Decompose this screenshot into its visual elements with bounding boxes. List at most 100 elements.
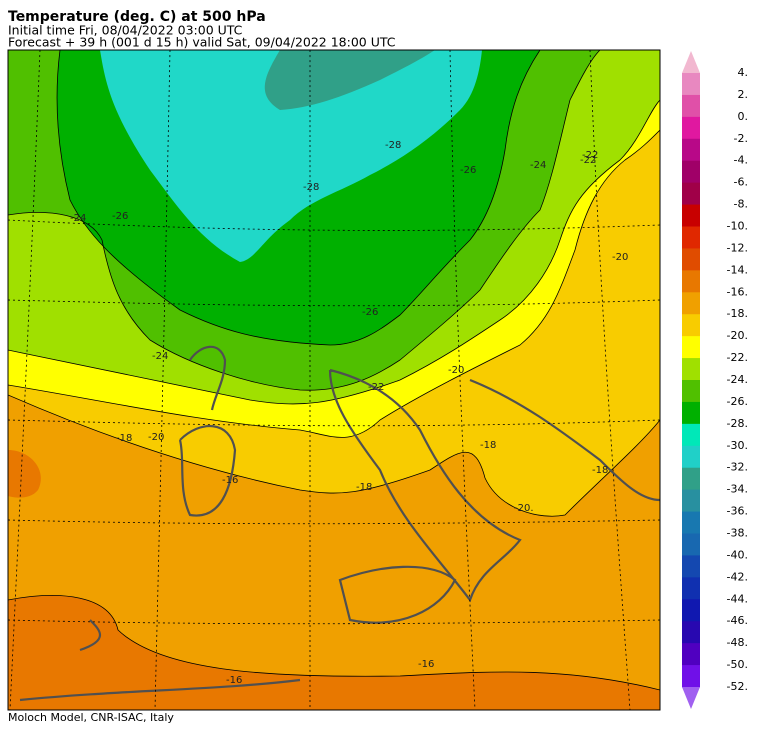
colorbar-cell (682, 380, 700, 403)
colorbar-label: -20. (727, 329, 748, 342)
colorbar-label: -4. (734, 154, 748, 167)
colorbar-tip (682, 687, 700, 709)
colorbar-cell (682, 73, 700, 96)
contour-label: -26 (112, 211, 128, 222)
colorbar-label: -2. (734, 132, 748, 145)
contour-label: -16 (222, 475, 238, 486)
colorbar-cell (682, 401, 700, 425)
contour-label: -18 (480, 440, 496, 451)
colorbar-cell (682, 292, 700, 315)
colorbar-cell (682, 358, 700, 381)
colorbar-cell (682, 160, 700, 184)
colorbar-label: -50. (727, 658, 748, 671)
band (100, 50, 482, 262)
contour-label: -16 (226, 675, 242, 686)
colorbar-label: -6. (734, 176, 748, 189)
contour-label: -16 (418, 659, 434, 670)
colorbar-cell (682, 182, 700, 206)
colorbar-cell (682, 116, 700, 140)
contour-label: -20 (448, 365, 464, 376)
colorbar: 4. 2. 0. -2. -4. -6. -8. -10. -12. -14. -16. -18. -2… (682, 51, 748, 709)
contour-label: -22 (582, 150, 598, 161)
map: -24 -26 -28 -28 -26 -24 -22 -24 -26 -22 … (7, 49, 661, 711)
colorbar-label: -18. (727, 307, 748, 320)
colorbar-label: -42. (727, 570, 748, 583)
contour-label: -26 (362, 307, 378, 318)
colorbar-label: 0. (738, 110, 749, 123)
initial-time: Initial time Fri, 08/04/2022 03:00 UTC (8, 23, 243, 38)
colorbar-cell (682, 94, 700, 118)
colorbar-label: -28. (727, 417, 748, 430)
colorbar-cell (682, 423, 700, 447)
colorbar-cell (682, 577, 700, 600)
colorbar-cell (682, 226, 700, 249)
colorbar-label: -52. (727, 680, 748, 693)
colorbar-label: -24. (727, 373, 748, 386)
contour-label: -24 (152, 351, 168, 362)
contour-label: -18 (116, 433, 132, 444)
band (8, 450, 41, 498)
isoline (8, 50, 601, 391)
band (8, 595, 660, 710)
colorbar-label: 2. (738, 88, 749, 101)
contour-label: -20 (148, 432, 164, 443)
footer: Moloch Model, CNR-ISAC, Italy (8, 711, 174, 724)
isoline (8, 99, 660, 405)
contour-label: -24 (70, 213, 86, 224)
colorbar-cell (682, 270, 700, 293)
colorbar-label: -46. (727, 614, 748, 627)
isoline (56, 50, 541, 346)
colorbar-cell (682, 248, 700, 271)
colorbar-label: 4. (738, 66, 749, 79)
colorbar-label: -32. (727, 461, 748, 474)
colorbar-label: -16. (727, 285, 748, 298)
map-frame (7, 49, 661, 711)
colorbar-cell (682, 204, 700, 227)
colorbar-label: -12. (727, 241, 748, 254)
contour-label: -24 (530, 160, 546, 171)
colorbar-cell (682, 665, 700, 688)
colorbar-label: -34. (727, 483, 748, 496)
colorbar-cell (682, 555, 700, 578)
colorbar-label: -10. (727, 220, 748, 233)
colorbar-tip (682, 51, 700, 73)
contour-label: -20. (514, 503, 534, 514)
colorbar-cell (682, 336, 700, 359)
colorbar-cell (682, 467, 700, 491)
contour-label: -22 (368, 382, 384, 393)
isoline (8, 394, 660, 517)
contour-label: -26 (460, 165, 476, 176)
colorbar-cell (682, 138, 700, 162)
colorbar-cell (682, 314, 700, 337)
colorbar-label: -14. (727, 263, 748, 276)
graticule (8, 50, 660, 710)
colorbar-label: -48. (727, 636, 748, 649)
contour-label: -28 (303, 182, 319, 193)
isoline (8, 595, 660, 691)
forecast: Forecast + 39 h (001 d 15 h) valid Sat, … (8, 35, 396, 50)
colorbar-cell (682, 511, 700, 534)
colorbar-cell (682, 533, 700, 556)
colorbar-cell (682, 599, 700, 622)
colorbar-label: -30. (727, 439, 748, 452)
colorbar-label: -8. (734, 198, 748, 211)
colorbar-cell (682, 643, 700, 666)
colorbar-cell (682, 445, 700, 469)
contour-label: -20 (612, 252, 628, 263)
colorbar-cell (682, 621, 700, 644)
colorbar-label: -44. (727, 592, 748, 605)
colorbar-label: -36. (727, 505, 748, 518)
band (264, 50, 435, 110)
title: Temperature (deg. C) at 500 hPa (8, 9, 266, 25)
colorbar-label: -26. (727, 395, 748, 408)
contour-label: -18 (592, 465, 608, 476)
colorbar-label: -22. (727, 351, 748, 364)
colorbar-label: -38. (727, 527, 748, 540)
colorbar-label: -40. (727, 548, 748, 561)
colorbar-cell (682, 489, 700, 513)
isoline (8, 129, 660, 438)
contour-label: -22 (580, 155, 596, 166)
contour-label: -18 (356, 482, 372, 493)
contour-label: -28 (385, 140, 401, 151)
